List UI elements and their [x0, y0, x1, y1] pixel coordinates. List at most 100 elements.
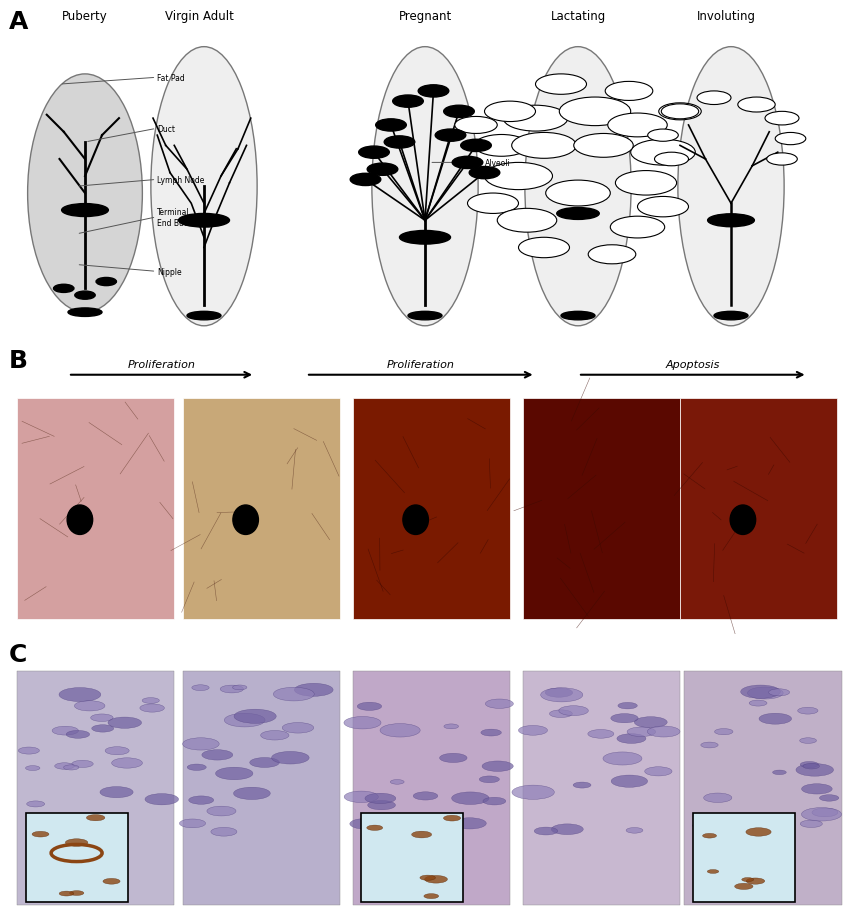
Circle shape — [536, 74, 586, 96]
Ellipse shape — [677, 48, 784, 326]
Circle shape — [638, 198, 688, 218]
Circle shape — [573, 782, 591, 789]
Circle shape — [108, 718, 142, 729]
Text: Virgin Adult: Virgin Adult — [165, 10, 235, 23]
Circle shape — [693, 822, 717, 830]
Circle shape — [84, 816, 111, 825]
Circle shape — [626, 828, 643, 834]
Circle shape — [746, 828, 771, 836]
Circle shape — [75, 291, 95, 300]
Circle shape — [481, 730, 502, 736]
FancyBboxPatch shape — [353, 671, 510, 904]
Ellipse shape — [61, 204, 109, 217]
Circle shape — [179, 819, 206, 828]
Circle shape — [715, 729, 733, 735]
Circle shape — [812, 808, 838, 817]
Ellipse shape — [68, 309, 102, 317]
Circle shape — [66, 731, 89, 739]
Circle shape — [541, 688, 583, 702]
FancyBboxPatch shape — [183, 671, 340, 904]
Circle shape — [545, 688, 573, 698]
Circle shape — [444, 724, 458, 729]
Circle shape — [140, 704, 164, 712]
Ellipse shape — [187, 312, 221, 321]
Circle shape — [618, 703, 638, 709]
Circle shape — [482, 761, 513, 772]
Circle shape — [60, 891, 74, 896]
FancyBboxPatch shape — [17, 671, 174, 904]
Circle shape — [611, 776, 648, 788]
Circle shape — [697, 92, 731, 106]
Circle shape — [183, 738, 219, 750]
Text: Duct: Duct — [157, 125, 175, 133]
Circle shape — [452, 157, 483, 169]
Text: C: C — [8, 642, 27, 666]
Circle shape — [92, 725, 114, 732]
Circle shape — [64, 765, 79, 770]
Circle shape — [54, 285, 74, 293]
Circle shape — [603, 752, 642, 766]
Circle shape — [435, 130, 466, 142]
FancyBboxPatch shape — [361, 813, 463, 902]
Text: Fat Pad: Fat Pad — [157, 74, 185, 83]
Circle shape — [558, 706, 588, 716]
Circle shape — [588, 245, 636, 265]
Circle shape — [552, 824, 583, 834]
Circle shape — [765, 112, 799, 126]
Circle shape — [250, 757, 280, 767]
Circle shape — [800, 820, 822, 828]
Circle shape — [648, 726, 680, 737]
Circle shape — [52, 726, 78, 735]
Circle shape — [485, 699, 513, 709]
Ellipse shape — [408, 312, 442, 321]
Circle shape — [59, 687, 101, 702]
FancyBboxPatch shape — [353, 399, 510, 619]
Circle shape — [574, 134, 633, 158]
FancyBboxPatch shape — [183, 399, 340, 619]
Circle shape — [220, 686, 243, 693]
Ellipse shape — [400, 232, 451, 244]
Circle shape — [654, 153, 688, 166]
Circle shape — [455, 118, 497, 134]
Circle shape — [371, 815, 391, 823]
Ellipse shape — [178, 214, 230, 228]
Circle shape — [797, 708, 818, 714]
Circle shape — [367, 164, 398, 176]
Circle shape — [359, 147, 389, 159]
Circle shape — [187, 765, 207, 771]
Circle shape — [211, 827, 237, 836]
Circle shape — [234, 788, 270, 800]
Ellipse shape — [233, 505, 258, 535]
Circle shape — [424, 893, 439, 899]
Circle shape — [145, 794, 178, 805]
Circle shape — [344, 717, 381, 729]
Circle shape — [634, 717, 667, 728]
Circle shape — [627, 727, 655, 737]
Circle shape — [192, 685, 209, 691]
Circle shape — [704, 793, 732, 802]
Circle shape — [420, 875, 435, 880]
Circle shape — [800, 762, 819, 767]
Circle shape — [453, 818, 486, 829]
Circle shape — [659, 104, 701, 120]
Circle shape — [233, 686, 246, 690]
Circle shape — [75, 701, 105, 711]
Ellipse shape — [371, 48, 478, 326]
Circle shape — [535, 827, 558, 835]
Circle shape — [350, 174, 381, 187]
FancyBboxPatch shape — [693, 813, 795, 902]
Circle shape — [451, 792, 489, 805]
Circle shape — [819, 795, 839, 801]
Text: Lactating: Lactating — [551, 10, 605, 23]
Circle shape — [631, 140, 695, 166]
Text: Proliferation: Proliferation — [387, 359, 455, 369]
Circle shape — [282, 722, 314, 733]
Text: B: B — [8, 349, 27, 373]
Circle shape — [91, 714, 113, 721]
Circle shape — [216, 767, 253, 780]
FancyBboxPatch shape — [523, 399, 680, 619]
Circle shape — [775, 133, 806, 145]
Circle shape — [768, 689, 790, 696]
Circle shape — [738, 98, 775, 113]
Circle shape — [469, 167, 500, 179]
